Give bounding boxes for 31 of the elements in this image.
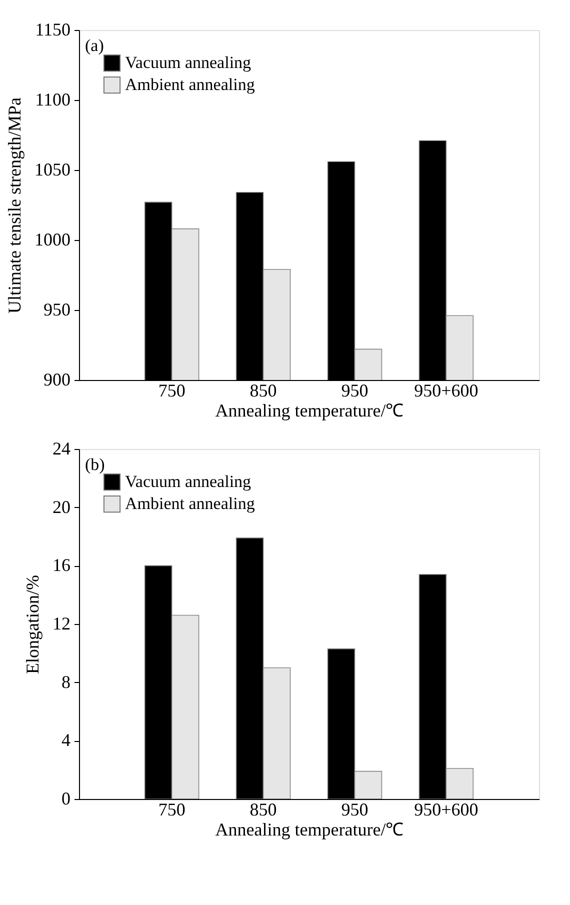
x-axis-title: Annealing temperature/℃	[215, 400, 404, 420]
annotation: (a)	[85, 36, 104, 55]
x-tick-label: 850	[250, 800, 277, 820]
legend-label: Ambient annealing	[125, 494, 256, 513]
y-tick-label: 20	[52, 496, 70, 517]
x-tick-label: 750	[158, 800, 186, 820]
x-tick-label: 950+600	[414, 380, 478, 400]
x-tick-label: 950+600	[414, 800, 478, 820]
x-tick-label: 950	[341, 380, 368, 400]
y-tick-label: 1150	[35, 20, 70, 40]
y-tick-label: 8	[62, 672, 70, 692]
x-axis-title: Annealing temperature/℃	[215, 820, 404, 840]
annotation: (b)	[85, 455, 105, 474]
y-tick-label: 16	[52, 555, 70, 576]
y-tick-label: 1050	[34, 160, 70, 180]
y-tick-label: 900	[44, 370, 70, 390]
y-tick-label: 4	[62, 730, 70, 750]
y-tick-label: 12	[52, 614, 70, 634]
y-axis-title: Elongation/%	[22, 575, 42, 674]
x-tick-label: 950	[341, 800, 368, 820]
legend-label: Vacuum annealing	[125, 472, 252, 491]
x-tick-label: 750	[158, 380, 186, 400]
y-tick-label: 24	[52, 438, 70, 458]
x-tick-label: 850	[250, 380, 277, 400]
legend-label: Vacuum annealing	[125, 53, 252, 72]
y-tick-label: 0	[62, 788, 70, 808]
y-tick-label: 1100	[35, 90, 70, 110]
y-tick-label: 1000	[34, 230, 70, 250]
y-axis-title: Ultimate tensile strength/MPa	[4, 98, 24, 314]
y-tick-label: 950	[44, 300, 70, 320]
legend-label: Ambient annealing	[125, 75, 256, 94]
